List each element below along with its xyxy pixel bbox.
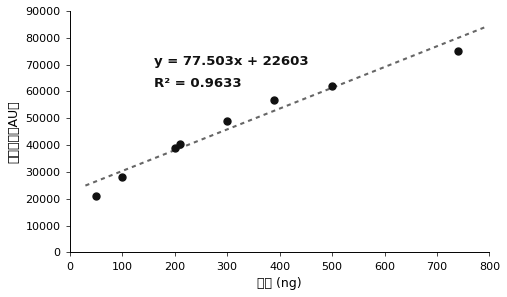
Point (454, 49, 462, 53)
X-axis label: 浓度 (ng): 浓度 (ng) (257, 277, 302, 290)
Point (176, 141, 184, 146)
Point (270, 97, 278, 102)
Text: R² = 0.9633: R² = 0.9633 (154, 78, 241, 90)
Y-axis label: 相应信号（AU）: 相应信号（AU） (7, 100, 20, 163)
Point (223, 119, 231, 123)
Text: y = 77.503x + 22603: y = 77.503x + 22603 (154, 55, 308, 68)
Point (92, 194, 100, 198)
Point (118, 175, 126, 180)
Point (328, 84, 336, 89)
Point (170, 146, 178, 150)
